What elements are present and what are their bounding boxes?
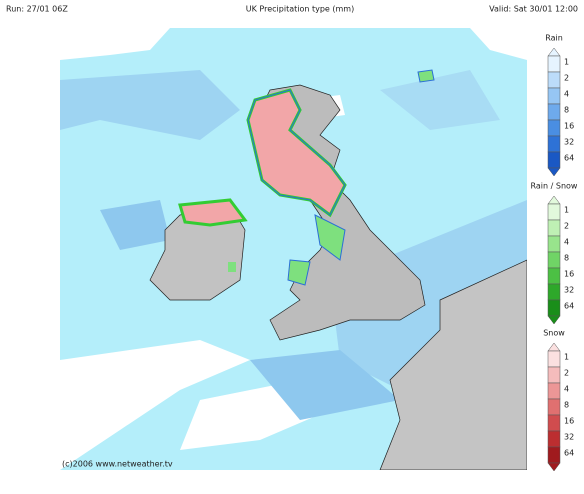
legend-tick-label: 32	[564, 286, 574, 295]
legend-tick-label: 8	[564, 254, 569, 263]
legend-swatch	[547, 219, 561, 237]
legend-cap	[547, 195, 561, 205]
legend-swatch	[547, 71, 561, 89]
legend-cap	[547, 167, 561, 177]
legend-swatch	[547, 398, 561, 416]
legends: Rain 1 2 4 8 16 32 64 Rain / Snow 1 2 4 8 16 32 64 Snow 1…	[531, 34, 578, 472]
legend-title: Rain / Snow	[531, 182, 578, 191]
legend-title: Rain	[545, 34, 563, 43]
legend-tick-label: 4	[564, 385, 569, 394]
legend-swatch	[547, 382, 561, 400]
legend-swatch	[547, 446, 561, 464]
legend-swatch	[547, 430, 561, 448]
valid-label: Valid: Sat 30/01 12:00	[489, 5, 578, 14]
legend-swatch	[547, 414, 561, 432]
legend-cap	[547, 342, 561, 352]
legend-swatch	[547, 151, 561, 169]
legend-tick-label: 64	[564, 449, 574, 458]
legend-tick-label: 8	[564, 106, 569, 115]
legend-cap	[547, 462, 561, 472]
map-title: UK Precipitation type (mm)	[246, 5, 354, 14]
legend-swatch	[547, 203, 561, 221]
run-label: Run: 27/01 06Z	[6, 5, 68, 14]
legend-swatch	[547, 299, 561, 317]
credit: (c)2006 www.netweather.tv	[62, 460, 173, 469]
legend-tick-label: 16	[564, 122, 574, 131]
legend-swatch	[547, 366, 561, 384]
legend-swatch	[547, 350, 561, 368]
legend-tick-label: 1	[564, 58, 569, 67]
legend-tick-label: 2	[564, 369, 569, 378]
legend-swatch	[547, 55, 561, 73]
legend-tick-label: 16	[564, 270, 574, 279]
legend-swatch	[547, 119, 561, 137]
legend-tick-label: 2	[564, 74, 569, 83]
legend-swatch	[547, 87, 561, 105]
legend-cap	[547, 47, 561, 57]
legend-swatch	[547, 135, 561, 153]
legend-tick-label: 8	[564, 401, 569, 410]
legend-tick-label: 4	[564, 90, 569, 99]
legend-tick-label: 32	[564, 433, 574, 442]
legend-tick-label: 64	[564, 302, 574, 311]
legend-tick-label: 64	[564, 154, 574, 163]
map	[60, 28, 527, 470]
legend-swatch	[547, 251, 561, 269]
legend-swatch	[547, 283, 561, 301]
legend-swatch	[547, 235, 561, 253]
legend-tick-label: 16	[564, 417, 574, 426]
legend-tick-label: 4	[564, 238, 569, 247]
legend-swatch	[547, 103, 561, 121]
legend-tick-label: 2	[564, 222, 569, 231]
legend-tick-label: 32	[564, 138, 574, 147]
legend-swatch	[547, 267, 561, 285]
legend-cap	[547, 315, 561, 325]
legend-title: Snow	[543, 329, 565, 338]
legend-tick-label: 1	[564, 353, 569, 362]
legend-tick-label: 1	[564, 206, 569, 215]
